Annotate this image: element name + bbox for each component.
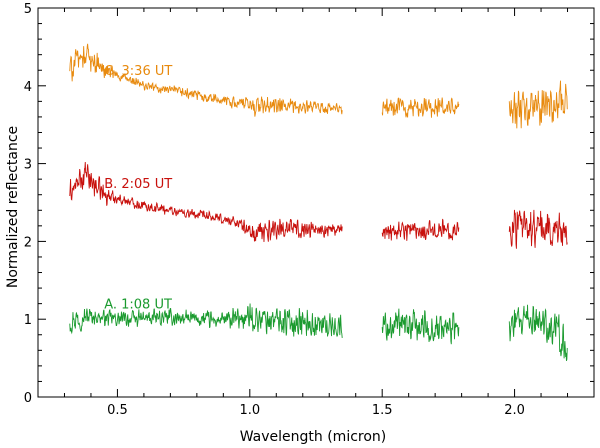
axes-layer: 0.5 1.0 1.5 2.0 0 1 2 3 4 5 bbox=[24, 2, 595, 418]
series-line-segment bbox=[69, 303, 343, 338]
plot-area bbox=[37, 7, 595, 398]
y-axis-label: Normalized reflectance bbox=[5, 126, 21, 288]
x-tick-label: 1.5 bbox=[372, 403, 393, 418]
x-tick-label: 1.0 bbox=[239, 403, 260, 418]
y-tick-label: 3 bbox=[24, 158, 32, 173]
series-line-segment bbox=[381, 308, 460, 345]
series-line-segment bbox=[508, 80, 568, 129]
series-line-segment bbox=[69, 43, 343, 117]
series-label: B. 2:05 UT bbox=[104, 177, 172, 192]
y-tick-label: 5 bbox=[24, 2, 32, 17]
y-tick-label: 0 bbox=[24, 391, 32, 406]
series-line-segment bbox=[381, 97, 460, 118]
y-tick-label: 1 bbox=[24, 313, 32, 328]
series-label: A. 1:08 UT bbox=[104, 298, 172, 313]
series-label: C. 3:36 UT bbox=[104, 64, 172, 79]
plot-frame bbox=[37, 7, 595, 398]
series-line-segment bbox=[69, 161, 343, 243]
x-tick-label: 0.5 bbox=[107, 403, 128, 418]
series-c: C. 3:36 UT bbox=[69, 43, 568, 129]
x-tick-label: 2.0 bbox=[504, 403, 525, 418]
series-line-segment bbox=[508, 209, 568, 249]
series-line-segment bbox=[508, 304, 568, 362]
y-tick-label: 2 bbox=[24, 235, 32, 250]
series-b: B. 2:05 UT bbox=[69, 161, 568, 249]
y-tick-label: 4 bbox=[24, 80, 32, 95]
series-layer: A. 1:08 UT B. 2:05 UT C. 3:36 UT bbox=[69, 43, 568, 362]
x-axis-label: Wavelength (micron) bbox=[240, 429, 387, 445]
series-a: A. 1:08 UT bbox=[69, 298, 568, 362]
series-line-segment bbox=[381, 218, 460, 241]
